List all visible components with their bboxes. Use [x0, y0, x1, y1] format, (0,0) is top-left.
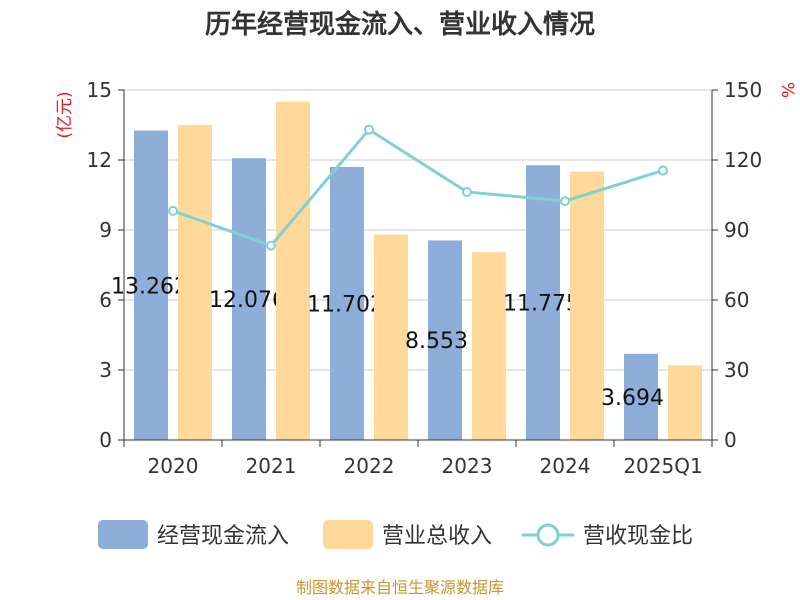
x-axis-category-label: 2020: [148, 454, 199, 478]
cash-inflow-bar: [134, 130, 168, 440]
ratio-line: [168, 124, 668, 251]
ratio-polyline: [172, 127, 664, 248]
ratio-point: [560, 196, 570, 207]
ratio-point: [168, 205, 178, 216]
chart-title: 历年经营现金流入、营业收入情况: [205, 9, 595, 40]
legend: 经营现金流入 营业总收入 营收现金比: [98, 520, 693, 549]
legend-label-cash-inflow: 经营现金流入: [157, 524, 289, 549]
x-axis-category-label: 2025Q1: [623, 454, 702, 478]
legend-marker-ratio: [536, 523, 560, 547]
cash-inflow-data-label: 8.553: [405, 329, 468, 354]
revenue-bar-overlap: [668, 380, 702, 413]
cash-inflow-data-label: 3.694: [601, 386, 664, 411]
legend-swatch-revenue: [323, 520, 373, 549]
revenue-bar: [276, 101, 310, 441]
right-axis-tick-label: 150: [724, 78, 762, 102]
right-axis-tick-label: 60: [724, 288, 749, 312]
left-axis-tick-label: 9: [99, 218, 112, 242]
left-axis-tick-label: 12: [87, 148, 112, 172]
legend-label-revenue: 营业总收入: [382, 524, 492, 549]
revenue-bar-overlap: [178, 269, 212, 302]
cash-inflow-bar: [624, 353, 658, 440]
cash-inflow-data-label: 11.702: [307, 292, 384, 317]
cash-inflow-data-label: 13.262: [111, 274, 188, 299]
ratio-point: [364, 124, 374, 135]
x-axis-category-label: 2023: [442, 454, 493, 478]
right-axis-tick-label: 0: [724, 428, 737, 452]
x-axis-category-label: 2021: [246, 454, 297, 478]
left-axis-tick-label: 3: [99, 358, 112, 382]
revenue-bar-overlap: [276, 283, 310, 316]
left-axis-tick-label: 0: [99, 428, 112, 452]
x-axis-category-label: 2024: [540, 454, 591, 478]
left-axis-tick-label: 15: [87, 78, 112, 102]
source-footer: 制图数据来自恒生聚源数据库: [296, 578, 504, 597]
legend-label-ratio: 营收现金比: [583, 524, 693, 549]
cash-inflow-bar: [232, 158, 266, 440]
right-axis-tick-label: 30: [724, 358, 749, 382]
cash-inflow-bar: [330, 166, 364, 440]
revenue-bar-overlap: [472, 324, 506, 357]
left-axis-tick-label: 6: [99, 288, 112, 312]
right-axis-tick-label: 120: [724, 148, 762, 172]
revenue-bar: [374, 234, 408, 440]
legend-swatch-cash-inflow: [98, 520, 148, 549]
right-axis-tick-label: 90: [724, 218, 749, 242]
revenue-bar-overlap: [374, 287, 408, 320]
x-axis-category-label: 2022: [344, 454, 395, 478]
cash-inflow-bar: [428, 240, 462, 440]
right-axis-unit: %: [777, 82, 797, 98]
gridlines: [124, 89, 712, 371]
ratio-point: [658, 165, 668, 176]
cash-inflow-bar: [526, 165, 560, 440]
data-labels: 13.262 12.076 11.702 8.553 11.775 3.694: [111, 269, 702, 413]
cash-inflow-data-label: 11.775: [503, 292, 580, 317]
ratio-point: [462, 186, 472, 197]
cash-inflow-data-label: 12.076: [209, 288, 286, 313]
revenue-bar-overlap: [570, 286, 604, 319]
ratio-point: [266, 240, 276, 251]
left-axis-unit: (亿元): [55, 91, 75, 138]
